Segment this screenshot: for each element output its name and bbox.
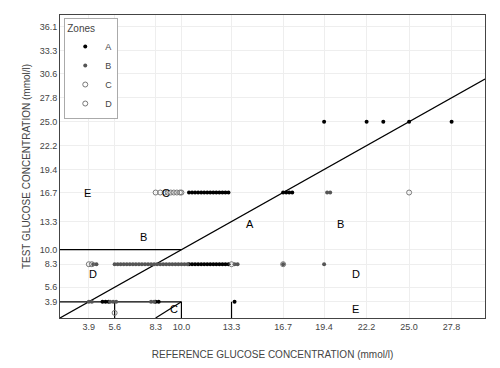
svg-text:E: E <box>84 187 91 199</box>
svg-text:19.4: 19.4 <box>40 165 58 175</box>
svg-text:D: D <box>105 99 112 109</box>
svg-text:8.3: 8.3 <box>45 259 58 269</box>
svg-text:10.0: 10.0 <box>40 245 58 255</box>
svg-text:C: C <box>170 303 178 315</box>
svg-text:3.9: 3.9 <box>45 297 58 307</box>
svg-text:16.7: 16.7 <box>274 322 292 332</box>
svg-text:C: C <box>105 80 112 90</box>
svg-text:5.6: 5.6 <box>108 322 121 332</box>
svg-text:13.3: 13.3 <box>223 322 241 332</box>
svg-text:8.3: 8.3 <box>149 322 162 332</box>
svg-text:A: A <box>105 42 111 52</box>
svg-text:D: D <box>89 268 97 280</box>
svg-text:Zones: Zones <box>67 23 95 34</box>
svg-text:27.8: 27.8 <box>40 93 58 103</box>
svg-text:25.0: 25.0 <box>400 322 418 332</box>
svg-text:REFERENCE GLUCOSE CONCENTRATIO: REFERENCE GLUCOSE CONCENTRATION (mmol/l) <box>152 349 394 360</box>
svg-text:27.8: 27.8 <box>443 322 461 332</box>
svg-text:D: D <box>352 268 360 280</box>
svg-text:B: B <box>105 61 111 71</box>
svg-text:16.7: 16.7 <box>40 188 58 198</box>
svg-text:19.4: 19.4 <box>315 322 333 332</box>
svg-text:5.6: 5.6 <box>45 282 58 292</box>
svg-text:E: E <box>352 303 359 315</box>
svg-text:C: C <box>162 187 170 199</box>
svg-text:30.6: 30.6 <box>40 69 58 79</box>
svg-text:33.3: 33.3 <box>40 46 58 56</box>
svg-text:22.2: 22.2 <box>358 322 376 332</box>
svg-text:B: B <box>140 231 147 243</box>
svg-text:10.0: 10.0 <box>173 322 191 332</box>
svg-text:TEST GLUCOSE CONCENTRATION (mm: TEST GLUCOSE CONCENTRATION (mmol/l) <box>21 64 32 269</box>
svg-text:13.3: 13.3 <box>40 217 58 227</box>
svg-text:36.1: 36.1 <box>40 22 58 32</box>
svg-text:B: B <box>337 218 344 230</box>
svg-text:A: A <box>246 218 254 230</box>
svg-text:25.0: 25.0 <box>40 117 58 127</box>
svg-text:22.2: 22.2 <box>40 141 58 151</box>
svg-text:3.9: 3.9 <box>83 322 96 332</box>
